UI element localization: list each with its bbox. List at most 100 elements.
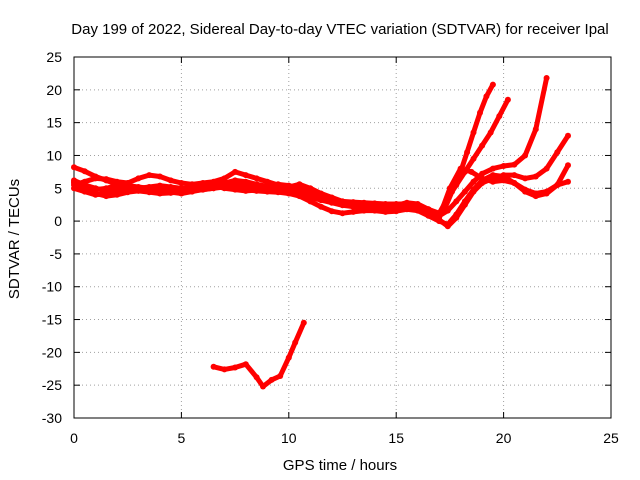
x-tick-label: 10 (281, 430, 297, 446)
data-point (307, 185, 314, 192)
data-point (350, 203, 357, 210)
y-tick-label: -25 (42, 377, 62, 393)
data-point (532, 126, 539, 133)
y-tick-label: -10 (42, 279, 62, 295)
data-point (300, 319, 307, 326)
grid-lines (74, 57, 611, 418)
data-point (339, 202, 346, 209)
data-point (178, 180, 185, 186)
data-point (479, 175, 486, 182)
data-point (71, 185, 77, 192)
data-point (146, 172, 153, 179)
data-point (296, 191, 303, 198)
data-point (496, 113, 503, 120)
data-point (403, 203, 410, 210)
data-point (318, 190, 324, 197)
x-tick-label: 25 (603, 430, 619, 446)
chart-title: Day 199 of 2022, Sidereal Day-to-day VTE… (71, 21, 608, 38)
data-point (156, 173, 163, 180)
data-point (470, 129, 477, 136)
x-axis-label: GPS time / hours (283, 457, 397, 474)
y-tick-labels: -30 -25 -20 -15 -10 -5 0 5 10 15 20 25 (42, 49, 62, 426)
data-point (543, 190, 550, 197)
data-point (500, 163, 507, 169)
data-point (275, 187, 282, 194)
data-point (522, 188, 529, 195)
data-point (232, 178, 239, 185)
data-point (221, 175, 228, 182)
data-point (81, 168, 88, 175)
data-point (470, 178, 477, 185)
data-point (487, 129, 494, 136)
data-point (285, 189, 292, 196)
y-tick-label: 5 (54, 180, 62, 196)
data-point (393, 205, 400, 211)
axis-ticks (73, 56, 612, 419)
data-point (167, 177, 174, 184)
data-series (71, 75, 571, 390)
data-point (178, 185, 185, 192)
data-point (103, 187, 110, 194)
data-point (328, 199, 335, 206)
data-point (260, 383, 266, 390)
data-point (189, 185, 196, 192)
data-point (554, 182, 561, 188)
data-point (489, 172, 496, 179)
y-tick-label: -30 (42, 410, 62, 426)
data-point (470, 155, 477, 162)
data-point (285, 354, 292, 361)
data-point (199, 184, 206, 190)
data-point (565, 178, 571, 185)
data-point (414, 205, 421, 211)
data-point (71, 164, 77, 171)
series-track-1 (71, 81, 496, 218)
data-point (470, 186, 477, 193)
data-point (71, 177, 77, 184)
data-point (253, 374, 260, 381)
data-point (307, 194, 314, 201)
data-point (453, 198, 460, 205)
data-point (543, 165, 550, 172)
data-point (565, 162, 571, 169)
data-point (382, 201, 389, 207)
data-point (114, 189, 120, 196)
data-point (103, 193, 110, 200)
data-point (114, 182, 120, 189)
data-point (457, 165, 464, 172)
x-tick-label: 5 (178, 430, 186, 446)
data-point (453, 211, 460, 218)
data-point (285, 184, 292, 190)
data-point (483, 93, 490, 100)
data-point (511, 172, 518, 179)
data-point (444, 221, 451, 228)
data-point (232, 168, 239, 175)
y-tick-label: 25 (46, 49, 62, 65)
data-point (511, 180, 518, 186)
data-point (292, 339, 299, 346)
y-tick-label: 15 (46, 115, 62, 131)
y-tick-label: -20 (42, 344, 62, 360)
y-tick-label: 0 (54, 213, 62, 229)
data-point (565, 132, 571, 139)
y-axis-label: SDTVAR / TECUs (6, 179, 23, 299)
data-point (103, 176, 110, 183)
data-point (361, 205, 367, 211)
data-point (461, 188, 468, 195)
data-point (511, 161, 518, 168)
data-point (522, 152, 529, 159)
y-tick-label: 20 (46, 82, 62, 98)
data-point (371, 200, 378, 207)
data-point (253, 187, 260, 194)
data-point (135, 175, 142, 182)
data-point (268, 376, 275, 383)
data-point (489, 178, 496, 185)
data-point (232, 364, 239, 371)
data-point (210, 363, 217, 370)
data-point (242, 181, 249, 188)
data-point (221, 185, 228, 192)
data-point (242, 187, 249, 194)
data-point (339, 210, 346, 217)
data-point (135, 185, 142, 192)
data-point (92, 185, 99, 192)
